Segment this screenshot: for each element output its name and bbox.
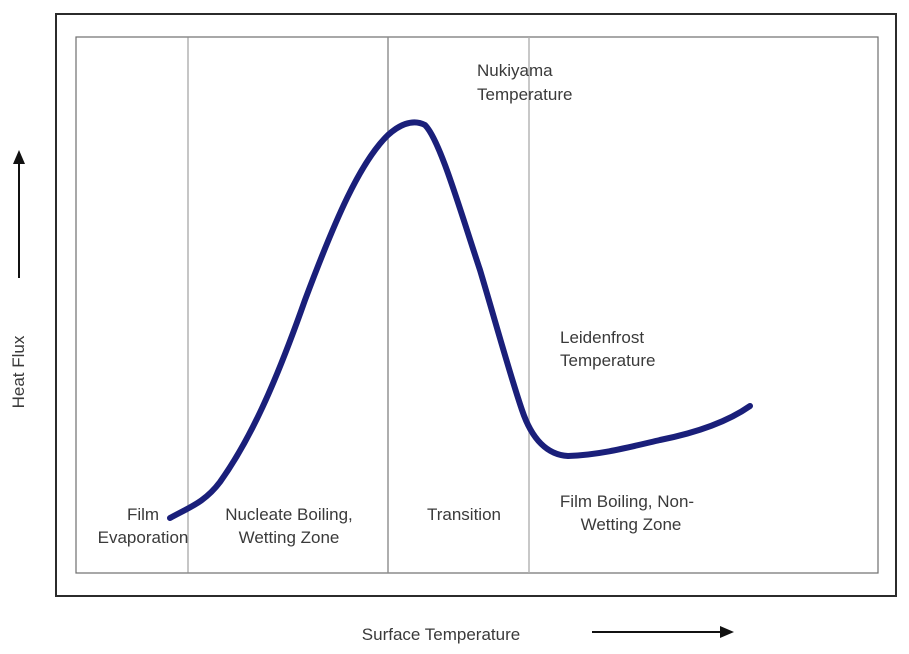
- region-nucleate-boiling-line1: Nucleate Boiling,: [225, 505, 353, 524]
- plot-frame: [75, 36, 879, 574]
- region-transition: Transition: [427, 505, 501, 524]
- y-axis-label: Heat Flux: [9, 335, 28, 408]
- y-axis-arrow-head: [13, 150, 25, 164]
- boiling-curve: [167, 119, 753, 521]
- x-axis-arrow-head: [720, 626, 734, 638]
- leidenfrost-label-line1: Leidenfrost: [560, 328, 644, 347]
- outer-frame: [55, 13, 897, 597]
- nukiyama-label-line2: Temperature: [477, 85, 572, 104]
- region-film-boiling-line1: Film Boiling, Non-: [560, 492, 694, 511]
- region-film-boiling-line2: Wetting Zone: [581, 515, 682, 534]
- region-nucleate-boiling-line2: Wetting Zone: [239, 528, 340, 547]
- x-axis-label: Surface Temperature: [362, 625, 520, 644]
- region-film-evaporation-line2: Evaporation: [98, 528, 189, 547]
- nukiyama-label-line1: Nukiyama: [477, 61, 553, 80]
- leidenfrost-label-line2: Temperature: [560, 351, 655, 370]
- region-film-evaporation-line1: Film: [127, 505, 159, 524]
